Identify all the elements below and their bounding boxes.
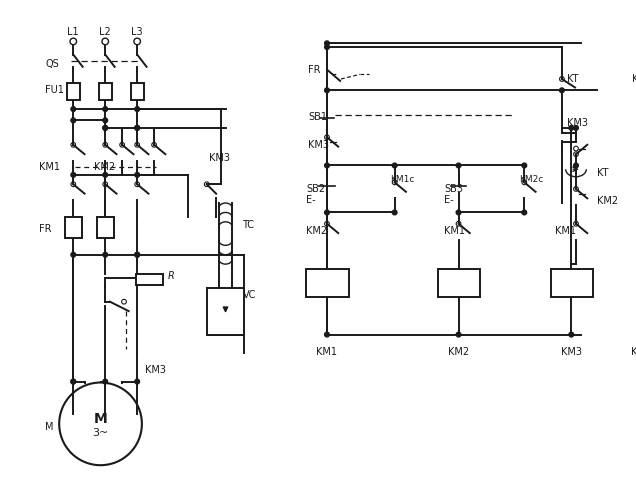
Circle shape xyxy=(135,379,139,384)
Text: KM3: KM3 xyxy=(561,347,582,357)
Circle shape xyxy=(135,107,139,111)
Circle shape xyxy=(71,172,76,177)
Text: R: R xyxy=(167,272,174,282)
Bar xyxy=(99,83,112,100)
Bar xyxy=(207,288,244,335)
Bar xyxy=(307,269,349,297)
Text: KM3: KM3 xyxy=(144,365,165,375)
Circle shape xyxy=(135,172,139,177)
Bar xyxy=(97,217,114,238)
Circle shape xyxy=(103,379,107,384)
Bar xyxy=(136,274,163,285)
Text: KM2: KM2 xyxy=(597,196,618,206)
Text: TC: TC xyxy=(242,219,254,229)
Circle shape xyxy=(71,379,76,384)
Circle shape xyxy=(103,126,107,130)
Circle shape xyxy=(135,126,139,130)
Text: VC: VC xyxy=(242,290,256,300)
Circle shape xyxy=(71,107,76,111)
Text: SB2: SB2 xyxy=(307,184,326,194)
Circle shape xyxy=(456,210,461,215)
Circle shape xyxy=(103,253,107,257)
Circle shape xyxy=(135,253,139,257)
Text: KM1c: KM1c xyxy=(390,175,414,184)
Circle shape xyxy=(522,210,527,215)
Text: KT: KT xyxy=(632,347,636,357)
Bar xyxy=(616,269,636,297)
Circle shape xyxy=(103,172,107,177)
Text: KM2: KM2 xyxy=(307,226,328,236)
Circle shape xyxy=(71,118,76,123)
Circle shape xyxy=(71,253,76,257)
Text: KM2: KM2 xyxy=(448,347,469,357)
Circle shape xyxy=(324,332,329,337)
Text: KT: KT xyxy=(632,74,636,84)
Circle shape xyxy=(324,41,329,46)
Circle shape xyxy=(324,210,329,215)
Text: FU1: FU1 xyxy=(45,85,64,95)
Circle shape xyxy=(456,332,461,337)
Circle shape xyxy=(103,126,107,130)
Text: L2: L2 xyxy=(99,27,111,37)
Text: KM2: KM2 xyxy=(94,162,115,172)
Text: KM3: KM3 xyxy=(209,153,230,163)
Text: KM3: KM3 xyxy=(567,118,588,128)
Text: KM2c: KM2c xyxy=(520,175,544,184)
Text: SB3: SB3 xyxy=(445,184,464,194)
Text: 3~: 3~ xyxy=(92,428,109,438)
Circle shape xyxy=(560,88,564,93)
Circle shape xyxy=(135,253,139,257)
Text: KM1: KM1 xyxy=(317,347,338,357)
Circle shape xyxy=(522,163,527,168)
Circle shape xyxy=(324,88,329,93)
Text: KM1: KM1 xyxy=(555,226,576,236)
Circle shape xyxy=(103,107,107,111)
Circle shape xyxy=(324,45,329,50)
Text: E-: E- xyxy=(307,195,316,205)
Text: QS: QS xyxy=(45,59,59,69)
Bar xyxy=(67,83,80,100)
Circle shape xyxy=(569,332,574,337)
Text: KT: KT xyxy=(597,168,608,178)
Circle shape xyxy=(635,332,636,337)
Circle shape xyxy=(574,163,578,168)
Text: KM3: KM3 xyxy=(308,140,329,150)
Circle shape xyxy=(392,210,397,215)
Text: FR: FR xyxy=(308,65,321,75)
Circle shape xyxy=(324,163,329,168)
Circle shape xyxy=(569,126,574,130)
Text: FR: FR xyxy=(39,224,52,234)
Circle shape xyxy=(135,126,139,130)
Circle shape xyxy=(71,379,76,384)
Text: M: M xyxy=(93,412,107,426)
Text: M: M xyxy=(45,422,53,432)
Text: SB1: SB1 xyxy=(308,112,327,122)
Circle shape xyxy=(392,163,397,168)
Bar xyxy=(65,217,82,238)
Text: L1: L1 xyxy=(67,27,79,37)
Circle shape xyxy=(103,118,107,123)
Circle shape xyxy=(456,163,461,168)
Text: KM1: KM1 xyxy=(39,162,60,172)
Text: KM1: KM1 xyxy=(445,226,466,236)
Bar xyxy=(551,269,593,297)
Text: L3: L3 xyxy=(132,27,143,37)
Bar xyxy=(438,269,480,297)
Bar xyxy=(130,83,144,100)
Circle shape xyxy=(574,126,578,130)
Text: E-: E- xyxy=(445,195,454,205)
Circle shape xyxy=(635,88,636,93)
Text: KT: KT xyxy=(567,74,578,84)
